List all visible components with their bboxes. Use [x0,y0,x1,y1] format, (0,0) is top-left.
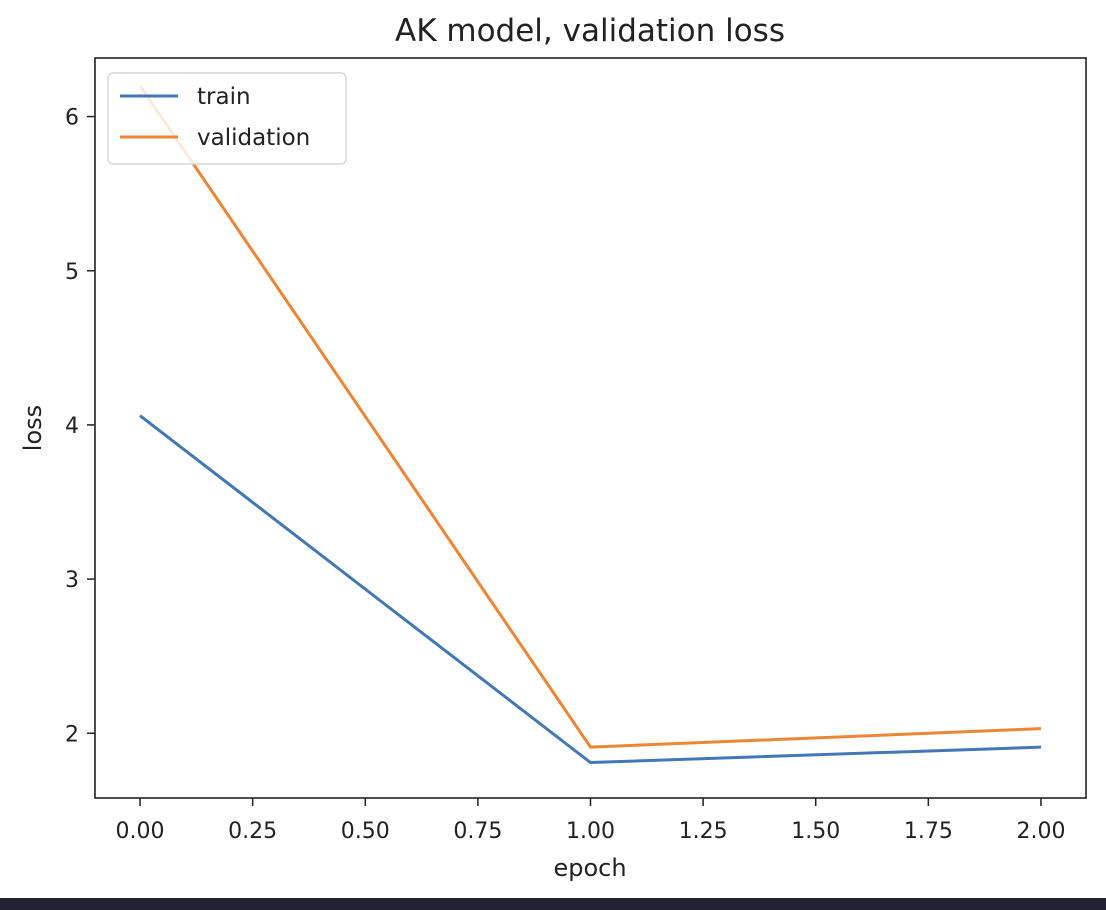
x-tick-label: 0.25 [228,819,277,844]
x-tick-label: 2.00 [1016,819,1065,844]
x-tick-label: 1.25 [679,819,728,844]
y-tick-label: 5 [65,260,79,285]
chart-title: AK model, validation loss [395,13,785,49]
y-tick-label: 6 [65,106,79,131]
x-tick-label: 1.00 [566,819,615,844]
legend-label-train: train [197,84,251,110]
x-tick-label: 1.75 [904,819,953,844]
series-line-validation [138,84,1042,749]
x-tick-label: 1.50 [791,819,840,844]
x-axis-label: epoch [553,854,626,882]
plot-area [94,57,1087,799]
x-tick-label: 0.50 [341,819,390,844]
series-line-train [139,414,1042,765]
legend: train validation [107,72,347,165]
legend-label-validation: validation [197,125,310,151]
bottom-bar [0,898,1106,910]
x-tick-label: 0.00 [116,819,165,844]
y-tick-label: 4 [65,414,79,439]
y-axis-ticks: 2 3 4 5 6 [65,106,95,747]
x-tick-label: 0.75 [453,819,502,844]
series-lines [138,84,1042,765]
x-axis-ticks: 0.00 0.25 0.50 0.75 1.00 1.25 1.50 1.75 2.00 [116,798,1065,844]
y-tick-label: 2 [65,722,79,747]
y-axis-label: loss [19,405,47,451]
y-tick-label: 3 [65,568,79,593]
